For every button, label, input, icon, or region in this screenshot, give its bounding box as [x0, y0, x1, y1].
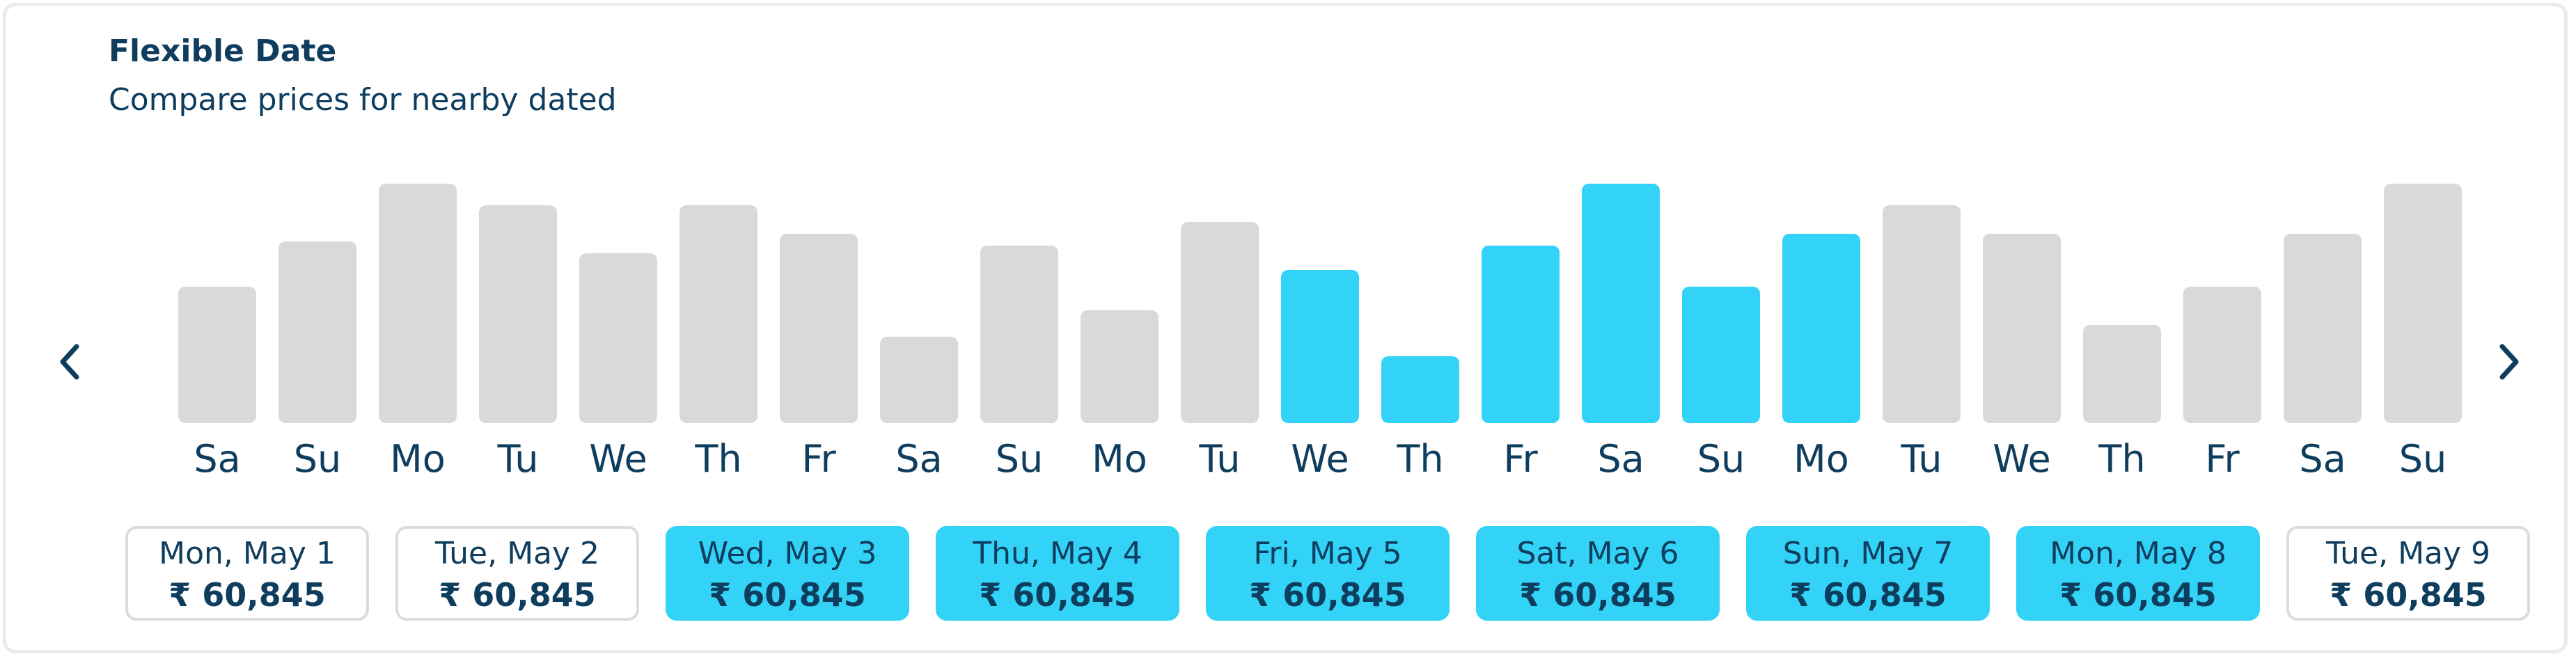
day-label: Fr — [1503, 437, 1538, 481]
price-bar[interactable] — [1482, 246, 1560, 423]
date-label: Thu, May 4 — [973, 536, 1142, 571]
price-bar[interactable] — [1582, 184, 1660, 423]
day-label: We — [1993, 437, 2051, 481]
day-label: Th — [695, 437, 742, 481]
date-label: Sun, May 7 — [1782, 536, 1954, 571]
price-bar[interactable] — [479, 205, 557, 423]
date-price-card[interactable]: Sun, May 7 ₹ 60,845 — [1746, 526, 1990, 621]
day-label: Tu — [1199, 437, 1241, 481]
price-bar[interactable] — [178, 287, 256, 423]
price-bar[interactable] — [2083, 325, 2161, 423]
price-label: ₹ 60,845 — [979, 576, 1136, 614]
price-bar[interactable] — [278, 241, 356, 423]
date-price-card[interactable]: Wed, May 3 ₹ 60,845 — [666, 526, 909, 621]
price-bar[interactable] — [1983, 234, 2061, 423]
date-price-card[interactable]: Mon, May 8 ₹ 60,845 — [2016, 526, 2260, 621]
price-bar[interactable] — [680, 205, 757, 423]
price-bar[interactable] — [579, 253, 657, 423]
price-bar[interactable] — [2284, 234, 2362, 423]
day-label: Tu — [1901, 437, 1942, 481]
section-title: Flexible Date — [109, 33, 337, 69]
price-bar[interactable] — [980, 246, 1058, 423]
price-label: ₹ 60,845 — [1789, 576, 1947, 614]
day-label: Su — [1697, 437, 1745, 481]
date-price-card[interactable]: Thu, May 4 ₹ 60,845 — [936, 526, 1179, 621]
chevron-right-icon — [2499, 344, 2519, 380]
day-label: Fr — [801, 437, 836, 481]
price-bar[interactable] — [1883, 205, 1961, 423]
price-label: ₹ 60,845 — [709, 576, 866, 614]
day-label: Sa — [2299, 437, 2346, 481]
price-label: ₹ 60,845 — [1519, 576, 1676, 614]
date-label: Tue, May 2 — [434, 536, 600, 571]
price-bar[interactable] — [1381, 356, 1459, 423]
day-label: Su — [2398, 437, 2447, 481]
price-bar[interactable] — [379, 184, 457, 423]
date-price-card[interactable]: Tue, May 2 ₹ 60,845 — [395, 526, 639, 621]
price-label: ₹ 60,845 — [2059, 576, 2217, 614]
price-label: ₹ 60,845 — [439, 576, 596, 614]
day-label: Mo — [1092, 437, 1147, 481]
day-label: Mo — [390, 437, 446, 481]
day-label: Fr — [2205, 437, 2240, 481]
price-label: ₹ 60,845 — [1249, 576, 1406, 614]
date-price-card[interactable]: Tue, May 9 ₹ 60,845 — [2286, 526, 2530, 621]
day-label: Th — [2098, 437, 2146, 481]
date-label: Mon, May 1 — [159, 536, 336, 571]
day-label: We — [1291, 437, 1349, 481]
day-label: Sa — [194, 437, 241, 481]
price-bar[interactable] — [1281, 270, 1359, 423]
date-label: Fri, May 5 — [1253, 536, 1402, 571]
date-price-card[interactable]: Sat, May 6 ₹ 60,845 — [1476, 526, 1720, 621]
price-bar[interactable] — [780, 234, 858, 423]
day-label: Su — [995, 437, 1044, 481]
day-label: Sa — [1597, 437, 1644, 481]
section-subtitle: Compare prices for nearby dated — [109, 82, 617, 118]
date-label: Wed, May 3 — [698, 536, 877, 571]
day-label: Mo — [1793, 437, 1849, 481]
day-label: Th — [1397, 437, 1444, 481]
date-price-card[interactable]: Mon, May 1 ₹ 60,845 — [125, 526, 369, 621]
price-bar[interactable] — [2384, 184, 2462, 423]
next-arrow-button[interactable] — [2487, 337, 2531, 387]
price-bar[interactable] — [1181, 222, 1259, 423]
day-label: Tu — [497, 437, 539, 481]
price-label: ₹ 60,845 — [168, 576, 326, 614]
prev-arrow-button[interactable] — [47, 337, 92, 387]
day-label: We — [589, 437, 647, 481]
chevron-left-icon — [60, 344, 79, 380]
date-label: Mon, May 8 — [2050, 536, 2226, 571]
day-label: Sa — [895, 437, 943, 481]
price-bar[interactable] — [880, 337, 958, 423]
date-price-card[interactable]: Fri, May 5 ₹ 60,845 — [1206, 526, 1450, 621]
price-label: ₹ 60,845 — [2330, 576, 2487, 614]
price-bar[interactable] — [1682, 287, 1760, 423]
date-label: Sat, May 6 — [1516, 536, 1679, 571]
price-bar[interactable] — [1081, 310, 1159, 423]
day-label: Su — [293, 437, 342, 481]
date-label: Tue, May 9 — [2325, 536, 2491, 571]
price-bar[interactable] — [2183, 287, 2261, 423]
price-bar[interactable] — [1782, 234, 1860, 423]
